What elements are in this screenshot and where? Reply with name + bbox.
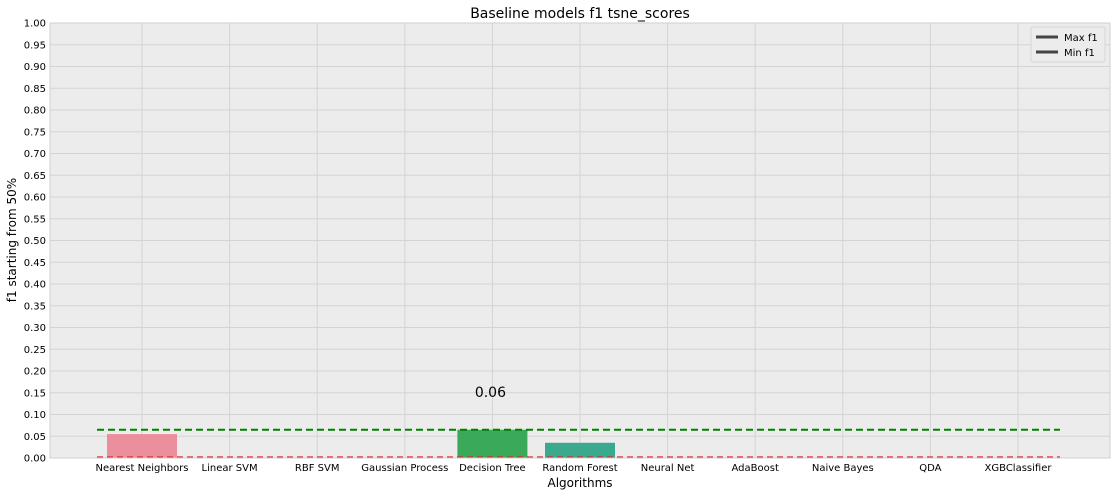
x-tick-label: QDA [919, 463, 941, 474]
x-tick-label: Nearest Neighbors [96, 463, 189, 474]
y-tick-label: 0.95 [24, 40, 46, 51]
bar-random-forest [545, 442, 615, 458]
bars [107, 429, 615, 458]
legend-label-max: Max f1 [1064, 33, 1098, 44]
y-tick-label: 0.65 [24, 171, 46, 182]
y-tick-label: 0.45 [24, 258, 46, 269]
y-tick-label: 0.10 [24, 410, 46, 421]
legend-label-min: Min f1 [1064, 48, 1095, 59]
y-tick-label: 0.90 [24, 62, 46, 73]
bar-decision-tree [457, 429, 528, 458]
x-tick-label: Neural Net [641, 463, 695, 474]
y-tick-label: 0.60 [24, 193, 46, 204]
data-label-decision-tree: 0.06 [475, 385, 506, 401]
y-tick-label: 0.05 [24, 432, 46, 443]
y-tick-label: 1.00 [24, 19, 46, 30]
x-tick-label: AdaBoost [732, 463, 779, 474]
y-tick-label: 0.80 [24, 106, 46, 117]
x-tick-label: Naive Bayes [812, 463, 874, 474]
x-axis-label: Algorithms [547, 476, 612, 490]
x-ticks: Nearest Neighbors Linear SVM RBF SVM Gaussi… [96, 463, 1053, 474]
y-tick-label: 0.85 [24, 84, 46, 95]
legend: Max f1 Min f1 [1030, 26, 1106, 63]
y-tick-label: 0.15 [24, 388, 46, 399]
x-tick-label: XGBClassifier [985, 463, 1053, 474]
y-tick-label: 0.20 [24, 367, 46, 378]
y-tick-label: 0.55 [24, 214, 46, 225]
x-tick-label: Gaussian Process [361, 463, 448, 474]
x-tick-label: Linear SVM [202, 463, 258, 474]
reference-lines [97, 428, 1060, 458]
x-tick-label: Random Forest [542, 463, 617, 474]
y-tick-label: 0.70 [24, 149, 46, 160]
plot-frame [49, 22, 1111, 459]
y-tick-label: 0.75 [24, 127, 46, 138]
bar-nearest-neighbors [107, 434, 177, 458]
chart-title: Baseline models f1 tsne_scores [470, 6, 690, 22]
y-tick-label: 0.50 [24, 236, 46, 247]
y-ticks: 0.00 0.05 0.10 0.15 0.20 0.25 0.30 0.35 0.40 0.45… [24, 19, 46, 465]
x-tick-label: Decision Tree [459, 463, 526, 474]
y-tick-label: 0.40 [24, 280, 46, 291]
x-tick-label: RBF SVM [295, 463, 340, 474]
y-tick-label: 0.00 [24, 454, 46, 465]
grid [50, 22, 1110, 459]
y-tick-label: 0.35 [24, 301, 46, 312]
y-tick-label: 0.30 [24, 323, 46, 334]
y-tick-label: 0.25 [24, 345, 46, 356]
y-axis-label: f1 starting from 50% [5, 178, 19, 302]
